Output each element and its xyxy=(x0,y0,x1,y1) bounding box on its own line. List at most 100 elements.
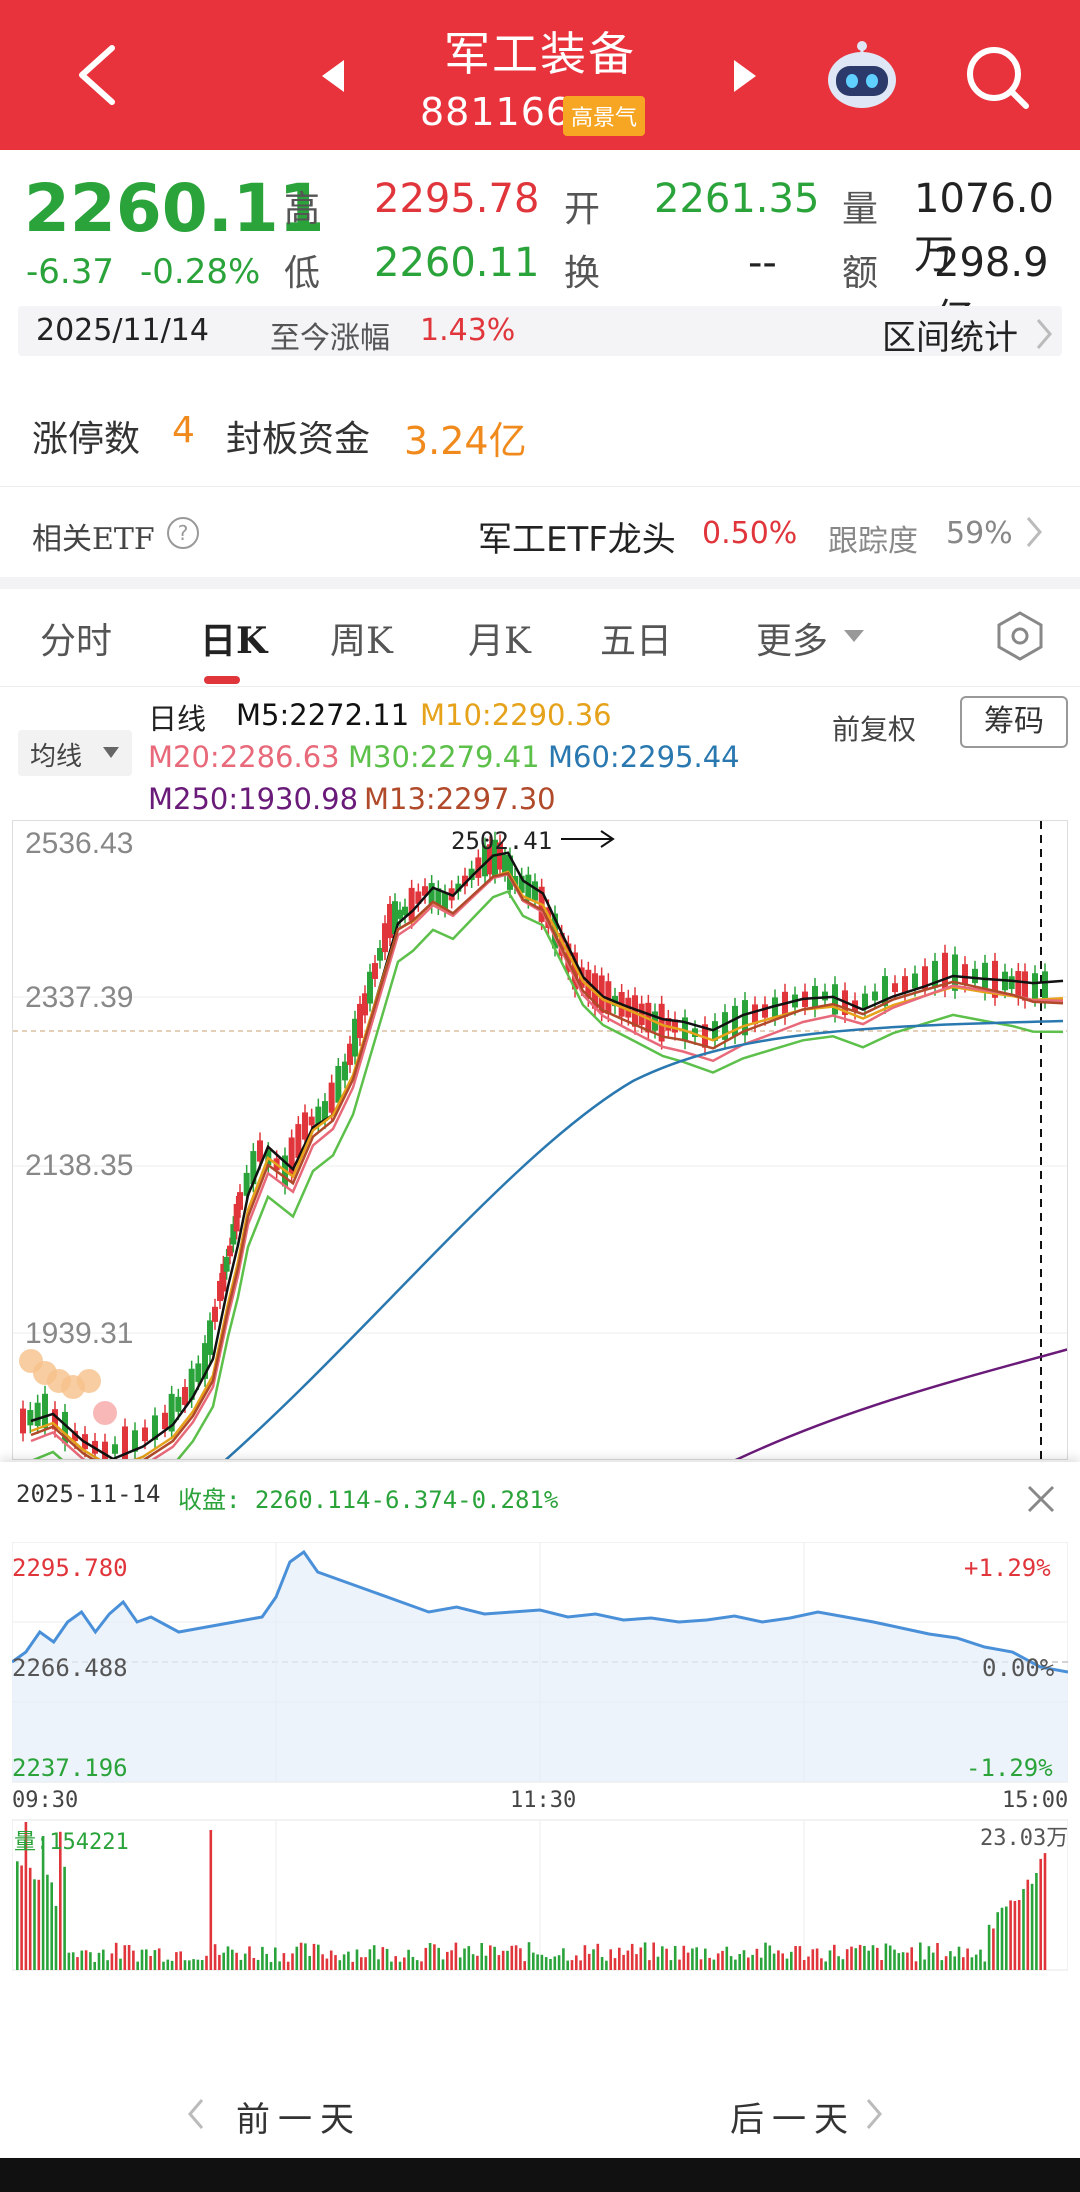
caret-down-icon[interactable] xyxy=(842,628,866,648)
intraday-popup[interactable]: 2025-11-14 收盘: 2260.114-6.374-0.281% 229… xyxy=(0,1462,1080,2157)
limit-up-count-label: 涨停数 xyxy=(32,419,141,460)
tab-intraday[interactable]: 分时 xyxy=(40,621,113,662)
volume-bar xyxy=(446,1951,449,1970)
kline-chart[interactable]: 2536.43 2337.39 2138.35 1939.31 2502.41 xyxy=(12,820,1068,1460)
prev-stock-icon[interactable] xyxy=(318,56,348,100)
volume-bar xyxy=(579,1960,582,1970)
sealed-fund-value: 3.24亿 xyxy=(404,419,527,463)
volume-bar xyxy=(24,1822,28,1970)
volume-bar xyxy=(407,1949,410,1970)
etf-label: 相关ETF xyxy=(32,522,155,557)
next-day-button[interactable]: 后一天 xyxy=(720,2082,920,2142)
prev-day-button[interactable]: 前一天 xyxy=(180,2082,380,2142)
tab-daily-k[interactable]: 日K xyxy=(200,620,268,662)
kline-candles xyxy=(20,831,1048,1459)
volume-bar xyxy=(798,1946,802,1970)
volume-bar xyxy=(936,1943,939,1970)
next-stock-icon[interactable] xyxy=(730,56,760,100)
back-icon[interactable] xyxy=(70,40,130,110)
volume-bar xyxy=(50,1882,53,1970)
volume-bar xyxy=(33,1879,36,1970)
chips-button[interactable]: 筹码 xyxy=(960,696,1068,748)
ma-line-type: 日线 xyxy=(148,702,207,736)
volume-bar xyxy=(299,1942,303,1970)
volume-bar xyxy=(291,1953,294,1970)
etf-track-label: 跟踪度 xyxy=(828,524,918,559)
range-stats-link[interactable]: 区间统计 xyxy=(882,318,1018,358)
volume-bar xyxy=(20,1865,23,1970)
volume-bar xyxy=(557,1955,561,1970)
search-icon[interactable] xyxy=(962,42,1032,116)
kline-candle xyxy=(1042,971,1048,1001)
help-icon[interactable]: ? xyxy=(166,516,200,554)
etf-name[interactable]: 军工ETF龙头 xyxy=(478,520,676,560)
intraday-y-mid: 2266.488 xyxy=(12,1654,128,1682)
volume-bar xyxy=(953,1956,956,1970)
volume-bar xyxy=(652,1942,655,1970)
kline-candle xyxy=(922,966,928,990)
adjust-mode[interactable]: 前复权 xyxy=(832,713,917,746)
volume-bar xyxy=(282,1953,286,1970)
volume-bar xyxy=(489,1945,492,1970)
ma-m60: M60:2295.44 xyxy=(548,740,740,774)
volume-bar xyxy=(162,1961,165,1970)
volume-bar xyxy=(278,1961,281,1970)
kline-candle xyxy=(34,1402,41,1426)
volume-bar xyxy=(785,1958,789,1970)
volume-bar xyxy=(661,1946,664,1970)
kline-y-label-2: 2138.35 xyxy=(25,1149,133,1182)
popup-date: 2025-11-14 xyxy=(16,1480,161,1508)
volume-bar xyxy=(639,1947,643,1970)
volume-bar xyxy=(1000,1907,1004,1970)
volume-bar xyxy=(514,1945,518,1970)
divider xyxy=(0,686,1080,687)
kline-candle xyxy=(752,1004,758,1025)
kline-candle xyxy=(862,993,868,1009)
chevron-right-icon[interactable] xyxy=(1034,316,1054,356)
kline-candle xyxy=(207,1320,213,1355)
volume-bar xyxy=(974,1954,978,1970)
volume-bar xyxy=(67,1952,71,1970)
volume-bar xyxy=(635,1954,638,1970)
kline-candle xyxy=(932,960,938,988)
volume-bar xyxy=(759,1957,763,1970)
tab-monthly-k[interactable]: 月K xyxy=(468,621,531,662)
ma-select-label: 均线 xyxy=(30,742,83,772)
hot-badge[interactable]: 高景气 xyxy=(563,96,646,136)
volume-bar xyxy=(583,1945,587,1970)
settings-hexagon-icon[interactable] xyxy=(994,610,1046,666)
volume-bar xyxy=(1009,1900,1012,1970)
kline-candle xyxy=(195,1363,202,1382)
volume-bar xyxy=(476,1955,479,1970)
volume-bar xyxy=(699,1959,703,1970)
kline-candle xyxy=(227,1245,233,1257)
volume-bar xyxy=(372,1945,376,1970)
chevron-right-icon[interactable] xyxy=(1024,514,1044,554)
volume-bar xyxy=(983,1961,987,1970)
volume-bar xyxy=(360,1957,363,1970)
tab-more[interactable]: 更多 xyxy=(756,621,829,662)
kline-candle xyxy=(220,1263,227,1292)
kline-y-label-3: 1939.31 xyxy=(25,1317,133,1350)
volume-bar xyxy=(532,1952,535,1970)
robot-assistant-icon[interactable] xyxy=(822,36,902,120)
volume-bar xyxy=(944,1956,948,1970)
volume-bar xyxy=(764,1942,767,1970)
volume-bar xyxy=(996,1912,999,1970)
volume-bar xyxy=(957,1946,961,1970)
kline-y-label-1: 2337.39 xyxy=(25,981,133,1014)
volume-bar xyxy=(471,1954,475,1970)
volume-bar xyxy=(871,1945,875,1970)
kline-candle xyxy=(658,1003,665,1042)
volume-bar xyxy=(200,1960,204,1970)
tab-five-day[interactable]: 五日 xyxy=(600,621,673,662)
close-icon[interactable] xyxy=(1026,1484,1056,1518)
ma-m20-line xyxy=(30,872,1064,1459)
volume-bar xyxy=(781,1953,784,1970)
tab-weekly-k[interactable]: 周K xyxy=(330,621,393,662)
volume-bar xyxy=(691,1948,694,1970)
kline-candle xyxy=(942,952,948,990)
kline-candle xyxy=(230,1224,237,1245)
volume-bar xyxy=(411,1956,415,1970)
ma-select[interactable]: 均线 xyxy=(18,730,132,776)
